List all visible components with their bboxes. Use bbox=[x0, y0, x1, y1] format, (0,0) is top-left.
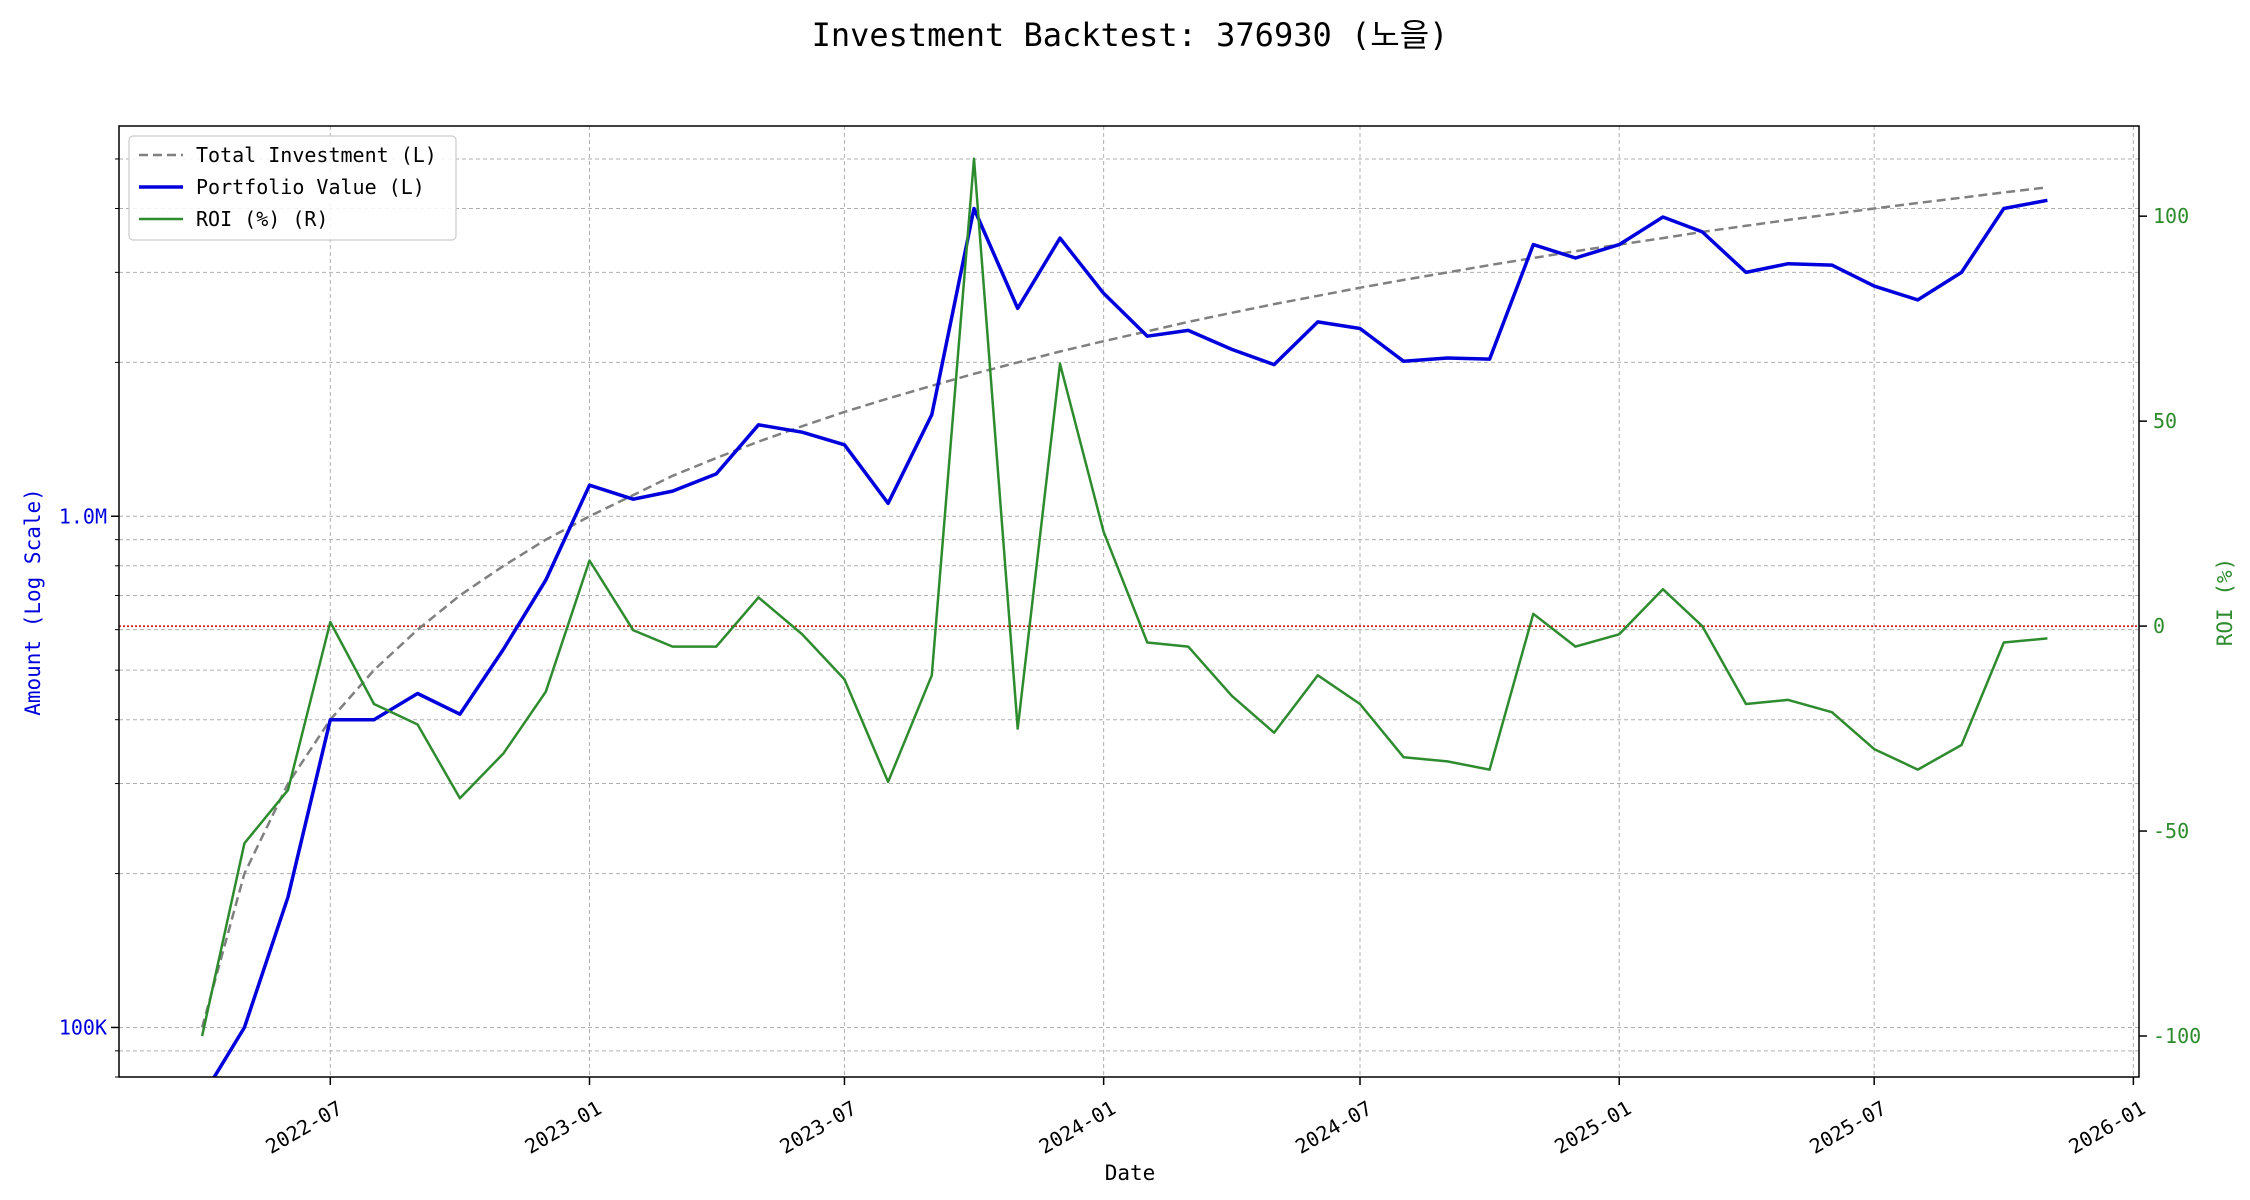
y-right-tick-label: 0 bbox=[2153, 614, 2165, 638]
plot-area bbox=[119, 157, 2139, 1077]
roi-line bbox=[200, 157, 2048, 1037]
x-tick-label: 2022-07 bbox=[261, 1096, 346, 1159]
x-axis-ticks: 2022-07 2023-01 2023-07 2024-01 2024-07 2025-… bbox=[261, 1077, 2149, 1159]
x-tick-label: 2025-01 bbox=[1550, 1096, 1635, 1159]
y-right-tick-label: 100 bbox=[2153, 204, 2189, 228]
y-right-tick-label: 50 bbox=[2153, 409, 2177, 433]
x-tick-label: 2024-01 bbox=[1035, 1096, 1120, 1159]
y-left-tick-label: 100K bbox=[59, 1015, 107, 1039]
x-axis-label: Date bbox=[1105, 1161, 1156, 1185]
x-tick-label: 2024-07 bbox=[1291, 1096, 1376, 1159]
y-right-tick-label: -50 bbox=[2153, 819, 2189, 843]
legend: Total Investment (L) Portfolio Value (L) R… bbox=[128, 135, 457, 241]
x-tick-label: 2023-07 bbox=[776, 1096, 861, 1159]
x-tick-label: 2023-01 bbox=[521, 1096, 606, 1159]
legend-box bbox=[128, 135, 457, 241]
y-left-axis-ticks: 100K 1.0M bbox=[59, 158, 119, 1078]
y-left-tick-label: 1.0M bbox=[59, 504, 107, 528]
chart-title: Investment Backtest: 376930 (노을) bbox=[812, 16, 1449, 54]
portfolio-value-line bbox=[212, 198, 2048, 1077]
legend-label: Total Investment (L) bbox=[196, 143, 437, 167]
y-right-axis-label: ROI (%) bbox=[2213, 558, 2237, 647]
y-right-tick-label: -100 bbox=[2153, 1024, 2201, 1048]
y-left-axis-label: Amount (Log Scale) bbox=[21, 488, 45, 716]
x-tick-label: 2026-01 bbox=[2064, 1096, 2149, 1159]
legend-label: ROI (%) (R) bbox=[196, 207, 328, 231]
y-right-axis-ticks: -100 -50 0 50 100 bbox=[2139, 204, 2201, 1048]
x-tick-label: 2025-07 bbox=[1805, 1096, 1890, 1159]
plot-frame bbox=[118, 125, 2140, 1078]
total-investment-line bbox=[200, 186, 2048, 1028]
legend-label: Portfolio Value (L) bbox=[196, 175, 425, 199]
